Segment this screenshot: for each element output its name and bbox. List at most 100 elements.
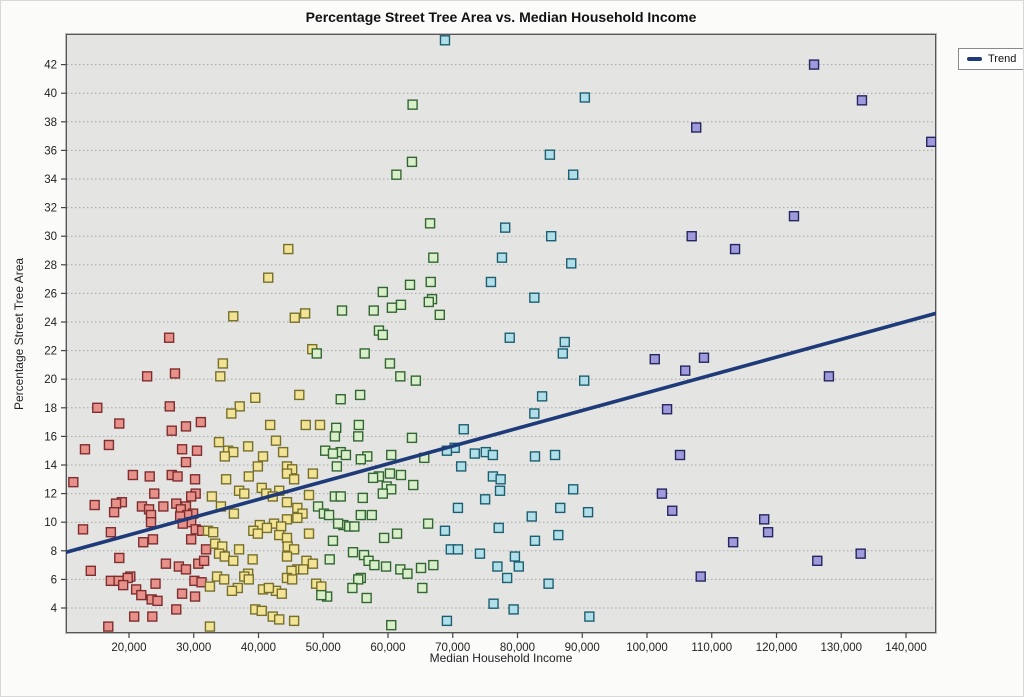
data-point xyxy=(307,468,319,479)
data-point xyxy=(294,389,305,401)
data-point xyxy=(281,551,293,562)
data-point xyxy=(281,514,293,525)
data-point xyxy=(855,548,866,559)
data-point xyxy=(150,578,161,589)
data-point xyxy=(103,439,115,451)
x-tick-label: 40,000 xyxy=(241,642,276,654)
data-point xyxy=(226,408,237,419)
data-point xyxy=(384,358,396,369)
data-point xyxy=(423,296,434,308)
data-point xyxy=(196,577,207,588)
data-point xyxy=(526,511,537,522)
data-point xyxy=(189,591,201,602)
data-point xyxy=(220,474,232,485)
data-point xyxy=(544,149,556,160)
data-point xyxy=(509,551,521,562)
x-tick-label: 110,000 xyxy=(691,642,732,654)
data-point xyxy=(166,425,177,436)
data-point xyxy=(312,501,324,512)
data-point xyxy=(495,474,506,485)
data-point xyxy=(316,589,327,601)
data-point xyxy=(204,621,216,632)
data-point xyxy=(584,611,595,622)
data-point xyxy=(504,332,515,343)
data-point xyxy=(529,535,541,546)
y-tick-label: 38 xyxy=(44,117,57,129)
data-point xyxy=(582,506,594,518)
data-point xyxy=(169,368,181,379)
data-point xyxy=(567,169,579,180)
x-tick-label: 130,000 xyxy=(820,642,862,654)
x-tick-label: 80,000 xyxy=(500,642,535,654)
data-point xyxy=(252,528,264,539)
data-point xyxy=(307,558,319,569)
data-point xyxy=(335,491,346,502)
data-point xyxy=(331,461,343,472)
data-point xyxy=(127,469,139,481)
data-point xyxy=(217,358,229,369)
data-point xyxy=(404,279,416,291)
data-point xyxy=(219,551,231,562)
x-axis-label: Median Household Income xyxy=(429,651,573,665)
data-point xyxy=(529,292,540,303)
data-point xyxy=(110,498,122,509)
data-point xyxy=(261,522,273,534)
data-point xyxy=(303,528,315,539)
data-point xyxy=(377,286,389,298)
data-point xyxy=(252,461,264,472)
data-point xyxy=(257,451,269,462)
data-point xyxy=(439,525,451,536)
data-point xyxy=(288,544,300,555)
data-point xyxy=(549,449,561,461)
data-point xyxy=(347,582,358,594)
data-point xyxy=(353,431,364,442)
data-point xyxy=(417,582,428,594)
x-tick-label: 90,000 xyxy=(565,642,600,654)
data-point xyxy=(283,243,294,255)
data-point xyxy=(276,588,288,599)
data-point xyxy=(147,534,159,545)
data-point xyxy=(788,210,800,222)
data-point xyxy=(303,489,315,501)
data-point xyxy=(340,449,352,461)
data-point xyxy=(292,512,303,524)
chart-title: Percentage Street Tree Area vs. Median H… xyxy=(305,9,697,25)
data-point xyxy=(567,484,579,495)
data-point xyxy=(536,391,548,402)
data-point xyxy=(256,605,267,617)
y-axis-label: Percentage Street Tree Area xyxy=(12,257,26,411)
data-point xyxy=(680,365,691,376)
data-point xyxy=(452,502,464,514)
data-point xyxy=(288,615,300,627)
data-point xyxy=(377,488,389,499)
data-point xyxy=(228,508,240,519)
y-tick-label: 18 xyxy=(44,403,57,415)
data-point xyxy=(492,561,503,572)
data-point xyxy=(331,422,342,434)
data-point xyxy=(281,468,293,479)
data-point xyxy=(812,555,823,567)
data-point xyxy=(395,299,407,311)
data-point xyxy=(808,59,820,70)
data-point xyxy=(424,218,436,229)
legend-trend-label: Trend xyxy=(988,53,1017,65)
data-point xyxy=(458,424,469,435)
y-tick-label: 6 xyxy=(51,574,57,586)
data-point xyxy=(149,488,160,499)
data-point xyxy=(441,615,453,627)
data-point xyxy=(176,588,188,599)
data-point xyxy=(311,348,322,359)
data-point xyxy=(395,469,407,481)
data-point xyxy=(529,408,540,419)
data-point xyxy=(408,479,419,491)
data-point xyxy=(386,619,397,631)
data-point xyxy=(270,435,282,446)
x-tick-label: 100,000 xyxy=(626,642,668,654)
data-point xyxy=(228,446,239,458)
data-point xyxy=(391,528,403,539)
data-point xyxy=(144,471,155,482)
data-point xyxy=(215,371,226,382)
data-point xyxy=(649,353,660,365)
